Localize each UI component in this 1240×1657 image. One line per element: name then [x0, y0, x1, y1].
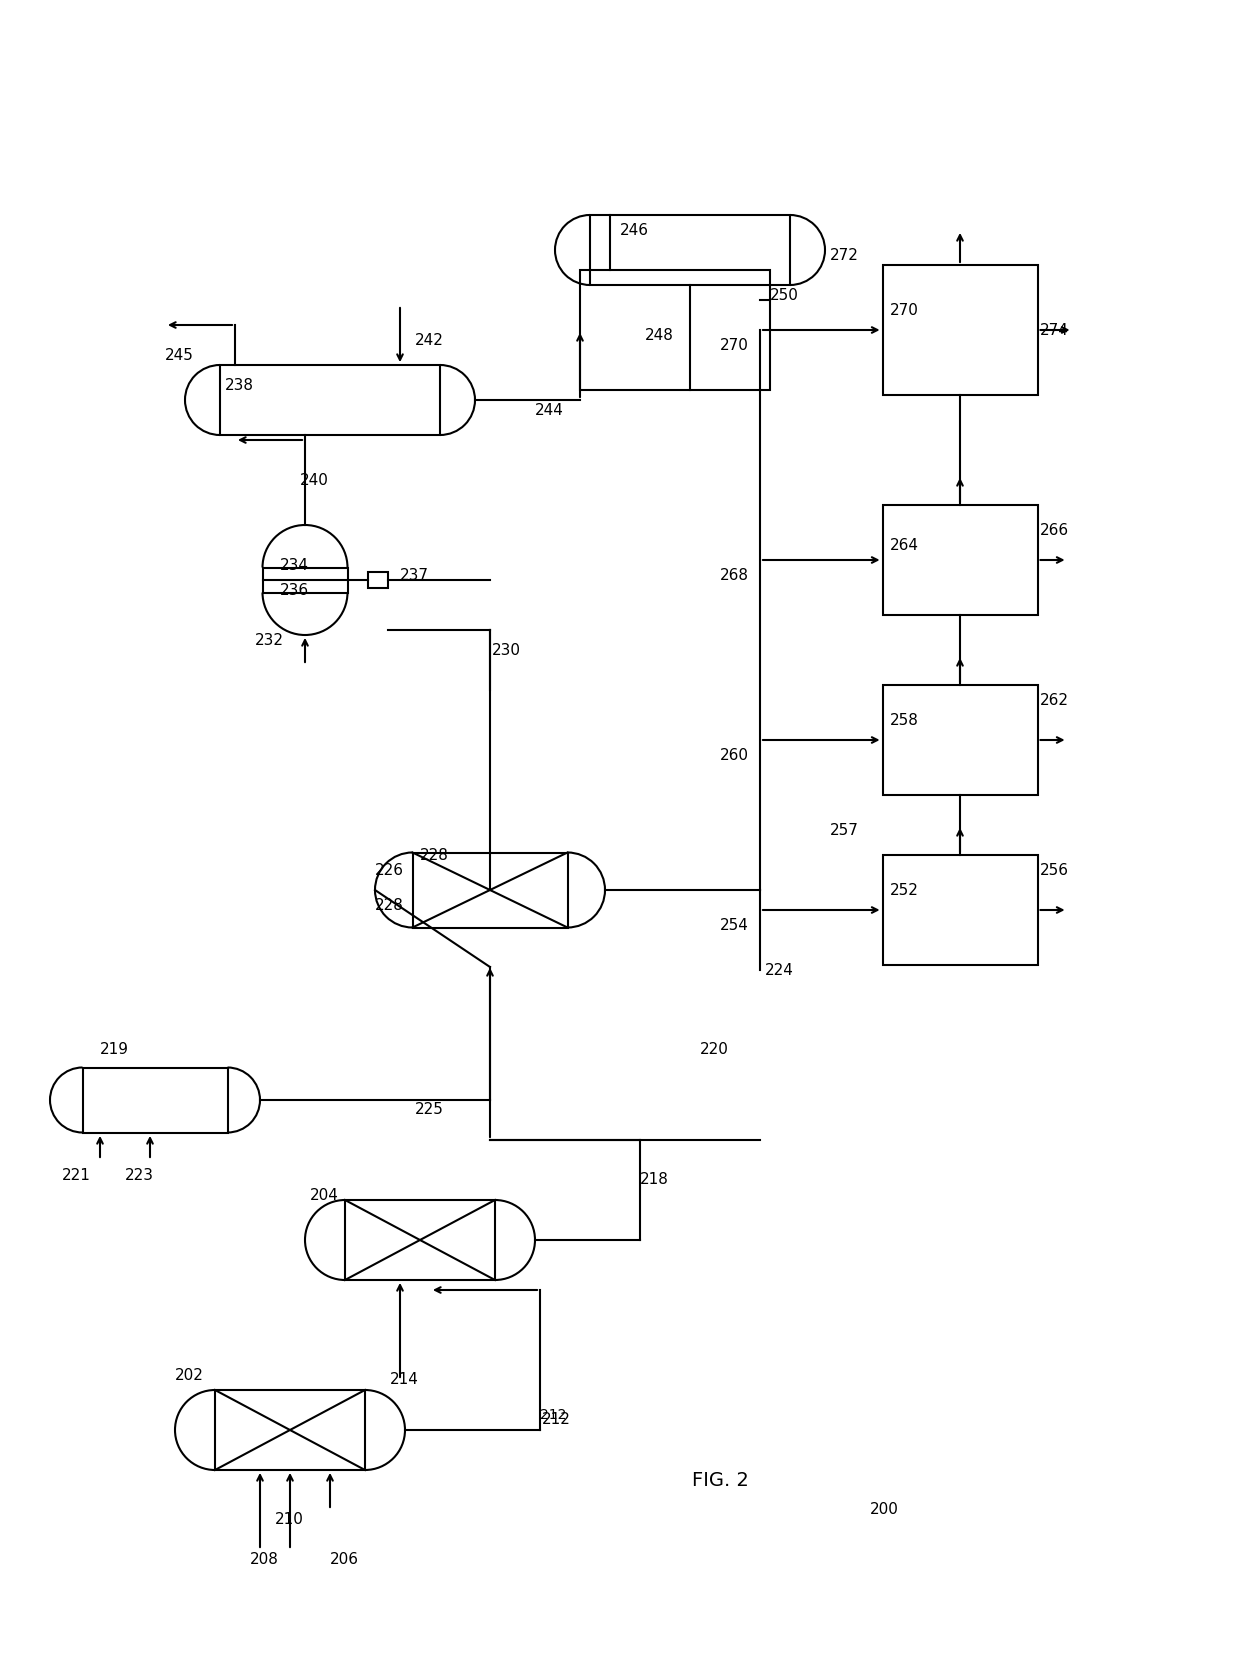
Text: 232: 232	[255, 633, 284, 648]
Text: 204: 204	[310, 1188, 339, 1203]
Text: 225: 225	[415, 1102, 444, 1117]
Text: 210: 210	[275, 1513, 304, 1528]
Text: 246: 246	[620, 222, 649, 237]
Text: 230: 230	[492, 643, 521, 658]
Bar	[590, 215, 790, 285]
Text: 212: 212	[539, 1408, 567, 1422]
Text: 238: 238	[224, 378, 254, 393]
Text: 270: 270	[720, 338, 749, 353]
Text: 218: 218	[640, 1173, 668, 1188]
Text: 212: 212	[542, 1412, 570, 1427]
Text: 200: 200	[870, 1503, 899, 1518]
Text: FIG. 2: FIG. 2	[692, 1470, 749, 1490]
Text: 266: 266	[1040, 522, 1069, 537]
Text: 272: 272	[830, 247, 859, 262]
Bar	[580, 270, 770, 389]
Bar	[263, 567, 347, 593]
Text: 240: 240	[300, 472, 329, 487]
Text: 262: 262	[1040, 693, 1069, 708]
Text: 226: 226	[374, 863, 404, 878]
Bar	[367, 572, 388, 588]
Text: 256: 256	[1040, 863, 1069, 878]
Text: 258: 258	[890, 713, 919, 727]
Text: 206: 206	[330, 1553, 360, 1568]
Text: 237: 237	[401, 567, 429, 583]
Text: 228: 228	[374, 898, 404, 913]
Text: 248: 248	[645, 328, 673, 343]
Bar	[413, 852, 568, 928]
Text: 257: 257	[830, 822, 859, 837]
Text: 214: 214	[391, 1372, 419, 1387]
Text: 244: 244	[534, 403, 564, 418]
Text: 234: 234	[280, 557, 309, 573]
Text: 260: 260	[720, 747, 749, 762]
Text: 223: 223	[125, 1168, 154, 1183]
Text: 236: 236	[280, 583, 309, 598]
Text: 252: 252	[890, 883, 919, 898]
Text: 274: 274	[1040, 323, 1069, 338]
Bar	[883, 855, 1038, 964]
Text: 268: 268	[720, 567, 749, 583]
Text: 224: 224	[765, 963, 794, 978]
Bar	[215, 1390, 365, 1470]
Text: 254: 254	[720, 918, 749, 933]
Text: 219: 219	[100, 1042, 129, 1057]
Bar	[345, 1200, 495, 1279]
Text: 242: 242	[415, 333, 444, 348]
Bar	[83, 1067, 227, 1132]
Bar	[883, 265, 1038, 394]
Bar	[883, 505, 1038, 615]
Text: 245: 245	[165, 348, 193, 363]
Text: 270: 270	[890, 303, 919, 318]
Bar	[883, 684, 1038, 795]
Text: 202: 202	[175, 1367, 203, 1382]
Text: 208: 208	[250, 1553, 279, 1568]
Bar	[219, 365, 440, 436]
Text: 220: 220	[701, 1042, 729, 1057]
Text: 228: 228	[420, 847, 449, 863]
Text: 221: 221	[62, 1168, 91, 1183]
Text: 264: 264	[890, 537, 919, 552]
Text: 250: 250	[770, 288, 799, 303]
